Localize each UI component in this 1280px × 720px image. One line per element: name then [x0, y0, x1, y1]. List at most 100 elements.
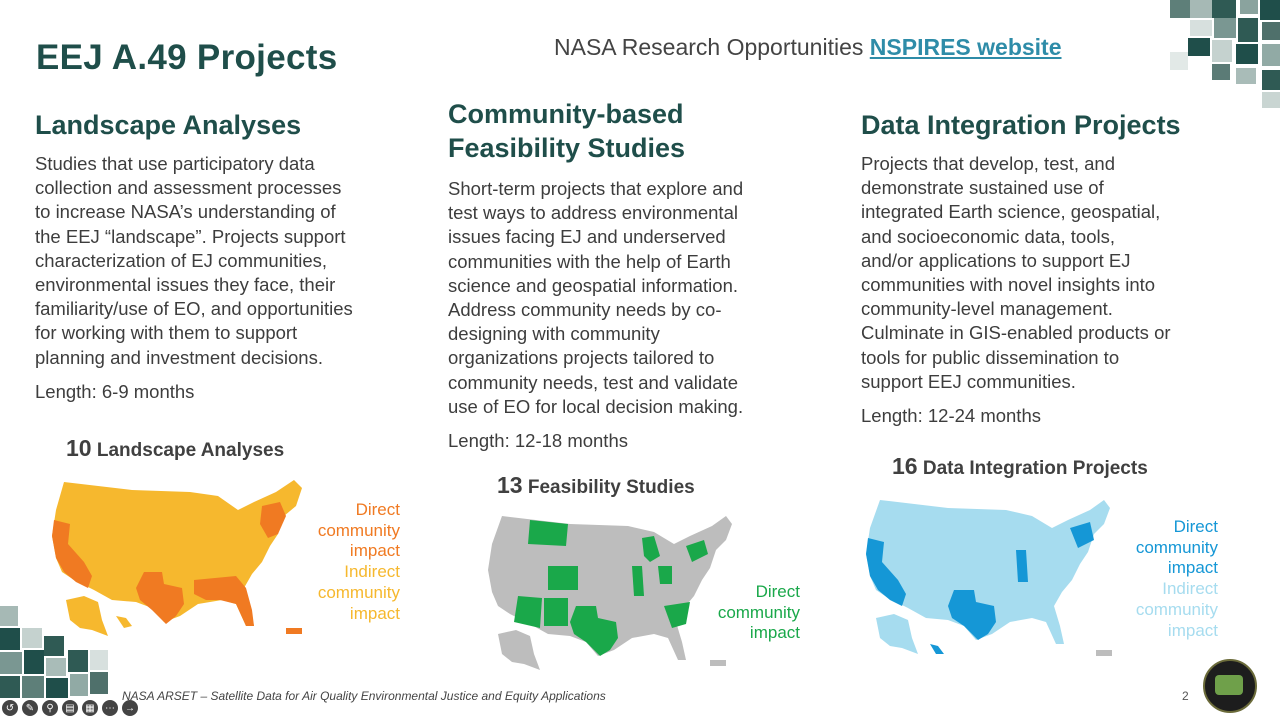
- puerto-rico-direct: [286, 628, 302, 634]
- texas-direct: [948, 590, 996, 640]
- puerto-rico-indirect: [1096, 650, 1112, 656]
- body-line: characterization of EJ communities,: [35, 249, 328, 271]
- body-line: use of EO for local decision making.: [448, 395, 744, 417]
- heading-line: Feasibility Studies: [448, 133, 686, 163]
- pen-icon[interactable]: ✎: [22, 700, 38, 716]
- legend-line: community: [317, 520, 400, 540]
- count-label: Data Integration Projects: [922, 458, 1148, 479]
- count-number: 16: [892, 453, 918, 479]
- body-line: for working with them to support: [35, 322, 298, 344]
- body-line: communities with the help of Earth: [448, 250, 731, 272]
- wyoming-direct: [548, 566, 578, 590]
- new-york-direct: [1070, 522, 1094, 548]
- hawaii-indirect: [116, 616, 132, 628]
- body-line: Address community needs by co-: [448, 299, 722, 321]
- legend-line: community: [1135, 537, 1218, 557]
- alaska-indirect: [876, 614, 918, 654]
- page-number: 2: [1182, 689, 1189, 703]
- body-line: collection and assessment processes: [35, 177, 342, 199]
- feasibility-length: Length: 12-18 months: [448, 430, 628, 451]
- heading-line: Data Integration Projects: [861, 110, 1181, 140]
- feasibility-count: 13 Feasibility Studies: [497, 472, 695, 499]
- legend-line: impact: [749, 623, 800, 643]
- new-mexico-direct: [544, 598, 568, 626]
- legend-line: impact: [349, 603, 400, 623]
- body-line: and/or applications to support EJ: [861, 249, 1131, 271]
- page-title: EEJ A.49 Projects: [36, 38, 338, 77]
- alaska-base: [498, 630, 540, 670]
- heading-line: Landscape Analyses: [35, 110, 302, 140]
- landscape-length: Length: 6-9 months: [35, 381, 195, 402]
- body-line: science and geospatial information.: [448, 274, 739, 296]
- legend-line: community: [1135, 599, 1218, 619]
- arset-logo: [1203, 659, 1257, 713]
- body-line: demonstrate sustained use of: [861, 177, 1104, 199]
- hawaii-direct: [930, 644, 944, 654]
- body-line: issues facing EJ and underserved: [448, 226, 726, 248]
- body-line: to increase NASA’s understanding of: [35, 201, 336, 223]
- texas-direct: [136, 572, 184, 624]
- nasa-opportunities-text: NASA Research Opportunities: [554, 34, 864, 60]
- texas-direct: [570, 606, 618, 656]
- body-line: test ways to address environmental: [448, 202, 738, 224]
- body-line: Projects that develop, test, and: [861, 153, 1116, 174]
- next-icon[interactable]: →: [122, 700, 138, 716]
- arizona-direct: [514, 596, 542, 628]
- new-york-direct: [686, 540, 708, 562]
- feasibility-legend: Direct community impact: [700, 582, 800, 644]
- footer-text: NASA ARSET – Satellite Data for Air Qual…: [122, 689, 606, 703]
- data-integration-count: 16 Data Integration Projects: [892, 453, 1148, 480]
- contiguous-us-shape: [866, 500, 1110, 644]
- subtitles-icon[interactable]: ▤: [62, 700, 78, 716]
- ohio-direct: [658, 566, 672, 584]
- grid-icon[interactable]: ▦: [82, 700, 98, 716]
- landscape-count: 10 Landscape Analyses: [66, 435, 284, 462]
- corner-mosaic-top-right: [1170, 0, 1280, 110]
- illinois-direct: [632, 566, 644, 596]
- landscape-heading: Landscape Analyses: [35, 108, 301, 142]
- legend-line: Indirect: [1162, 579, 1218, 599]
- body-line: community needs, test and validate: [448, 371, 738, 393]
- legend-line: Direct: [1173, 517, 1218, 536]
- body-line: designing with community: [448, 323, 660, 345]
- nasa-opportunities-line: NASA Research Opportunities NSPIRES webs…: [554, 34, 1062, 61]
- nspires-link[interactable]: NSPIRES website: [869, 34, 1062, 60]
- count-number: 10: [66, 435, 92, 461]
- body-line: Culminate in GIS-enabled products or: [861, 322, 1171, 344]
- northeast-direct: [260, 502, 286, 538]
- back-icon[interactable]: ↺: [2, 700, 18, 716]
- heading-line: Community-based: [448, 99, 684, 129]
- zoom-icon[interactable]: ⚲: [42, 700, 58, 716]
- us-map-feasibility: [488, 516, 732, 670]
- count-label: Landscape Analyses: [96, 440, 285, 461]
- feasibility-body: Short-term projects that explore and tes…: [448, 177, 828, 419]
- alaska-indirect: [66, 596, 108, 636]
- body-line: Studies that use participatory data: [35, 153, 315, 174]
- legend-line: Direct: [355, 500, 400, 519]
- legend-line: community: [317, 582, 400, 602]
- legend-line: impact: [1167, 558, 1218, 578]
- legend-line: impact: [1167, 620, 1218, 640]
- body-line: support EEJ communities.: [861, 370, 1076, 392]
- legend-line: community: [717, 602, 800, 622]
- data-integration-heading: Data Integration Projects: [861, 108, 1181, 142]
- body-line: organizations projects tailored to: [448, 347, 715, 369]
- body-line: familiarity/use of EO, and opportunities: [35, 298, 353, 320]
- body-line: planning and investment decisions.: [35, 346, 323, 368]
- puerto-rico-base: [710, 660, 726, 666]
- legend-line: Direct: [755, 582, 800, 601]
- landscape-legend: Direct community impact Indirect communi…: [292, 500, 400, 624]
- legend-line: Indirect: [344, 562, 400, 582]
- body-line: tools for public dissemination to: [861, 346, 1120, 368]
- us-map-data-integration: [866, 500, 1112, 656]
- feasibility-heading: Community-based Feasibility Studies: [448, 97, 685, 165]
- corner-mosaic-bottom-left: [0, 606, 110, 706]
- us-map-landscape: [52, 480, 302, 636]
- slide-toolbar: ↺ ✎ ⚲ ▤ ▦ ⋯ →: [2, 700, 138, 716]
- montana-direct: [528, 520, 568, 546]
- body-line: environmental issues they face, their: [35, 274, 336, 296]
- body-line: the EEJ “landscape”. Projects support: [35, 225, 346, 247]
- data-integration-legend: Direct community impact Indirect communi…: [1112, 517, 1218, 641]
- california-direct: [52, 520, 92, 588]
- more-icon[interactable]: ⋯: [102, 700, 118, 716]
